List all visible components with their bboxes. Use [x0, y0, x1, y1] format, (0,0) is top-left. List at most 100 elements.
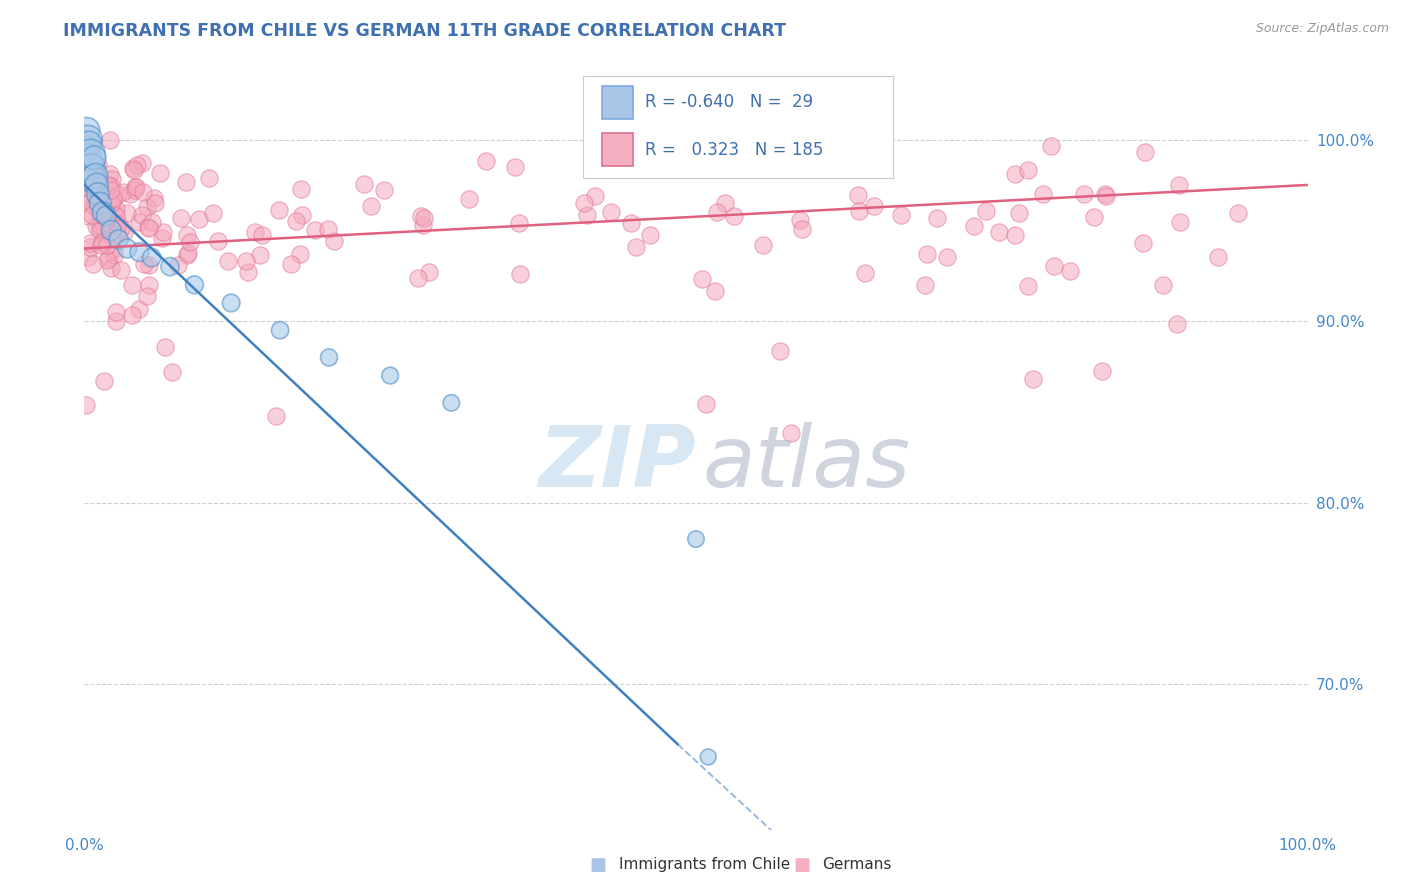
Text: Source: ZipAtlas.com: Source: ZipAtlas.com: [1256, 22, 1389, 36]
Point: [82, 172, 104, 186]
Point: [848, 203, 870, 218]
Point: [160, 365, 183, 379]
Point: [413, 211, 436, 225]
Point: [103, 248, 125, 262]
Point: [76, 209, 98, 223]
Point: [110, 221, 132, 235]
Point: [136, 289, 159, 303]
Point: [105, 227, 128, 242]
Point: [76, 142, 98, 156]
Point: [90, 238, 112, 252]
Point: [1094, 187, 1116, 202]
Point: [197, 171, 219, 186]
Point: [703, 284, 725, 298]
Point: [316, 222, 339, 236]
Point: [176, 246, 198, 260]
Point: [89, 224, 111, 238]
Point: [243, 225, 266, 239]
Point: [87, 158, 110, 172]
Point: [153, 340, 176, 354]
Point: [124, 180, 146, 194]
Point: [219, 296, 242, 310]
Point: [1008, 206, 1031, 220]
Point: [412, 219, 434, 233]
Point: [769, 343, 792, 358]
Point: [179, 235, 201, 249]
Point: [250, 228, 273, 243]
Point: [1042, 260, 1064, 274]
Point: [127, 158, 149, 172]
Point: [380, 368, 402, 383]
Text: Immigrants from Chile: Immigrants from Chile: [619, 857, 790, 872]
Point: [638, 227, 661, 242]
Point: [373, 183, 395, 197]
Point: [128, 301, 150, 316]
Point: [105, 202, 128, 216]
Point: [267, 202, 290, 217]
Point: [77, 196, 100, 211]
Point: [91, 201, 114, 215]
Point: [100, 178, 122, 193]
Point: [97, 178, 120, 192]
Point: [690, 272, 713, 286]
Point: [101, 190, 124, 204]
Point: [440, 396, 463, 410]
Point: [1017, 163, 1039, 178]
Point: [619, 216, 641, 230]
Point: [76, 180, 98, 194]
Point: [96, 253, 118, 268]
Point: [128, 245, 150, 260]
Point: [100, 223, 122, 237]
Point: [685, 532, 707, 546]
Point: [101, 171, 124, 186]
Point: [136, 220, 159, 235]
Point: [1226, 206, 1249, 220]
Point: [503, 160, 526, 174]
Point: [509, 268, 531, 282]
Point: [280, 257, 302, 271]
Point: [201, 205, 224, 219]
Point: [107, 186, 129, 201]
Point: [575, 208, 598, 222]
Point: [98, 218, 121, 232]
Point: [723, 209, 745, 223]
Point: [574, 195, 596, 210]
Point: [77, 136, 100, 151]
Point: [110, 263, 132, 277]
Point: [121, 277, 143, 292]
Point: [915, 247, 938, 261]
Point: [131, 156, 153, 170]
Point: [79, 240, 101, 254]
Point: [1022, 371, 1045, 385]
Point: [149, 165, 172, 179]
Point: [936, 250, 959, 264]
Point: [100, 195, 122, 210]
Text: ■: ■: [589, 856, 606, 874]
Point: [87, 188, 110, 202]
Point: [143, 196, 166, 211]
Point: [76, 123, 98, 137]
Point: [141, 215, 163, 229]
Point: [600, 204, 623, 219]
Point: [1017, 278, 1039, 293]
Point: [87, 187, 110, 202]
Point: [1032, 186, 1054, 201]
Point: [152, 225, 174, 239]
Point: [176, 248, 198, 262]
Point: [107, 232, 129, 246]
Point: [141, 251, 163, 265]
Point: [93, 224, 115, 238]
Point: [353, 177, 375, 191]
Point: [789, 213, 811, 227]
Point: [780, 426, 803, 441]
Point: [583, 132, 606, 146]
Point: [322, 234, 344, 248]
Point: [97, 212, 120, 227]
Point: [98, 133, 121, 147]
Point: [713, 196, 735, 211]
Point: [125, 180, 148, 194]
Point: [1168, 215, 1191, 229]
Point: [914, 277, 936, 292]
FancyBboxPatch shape: [602, 87, 633, 119]
Point: [304, 223, 326, 237]
